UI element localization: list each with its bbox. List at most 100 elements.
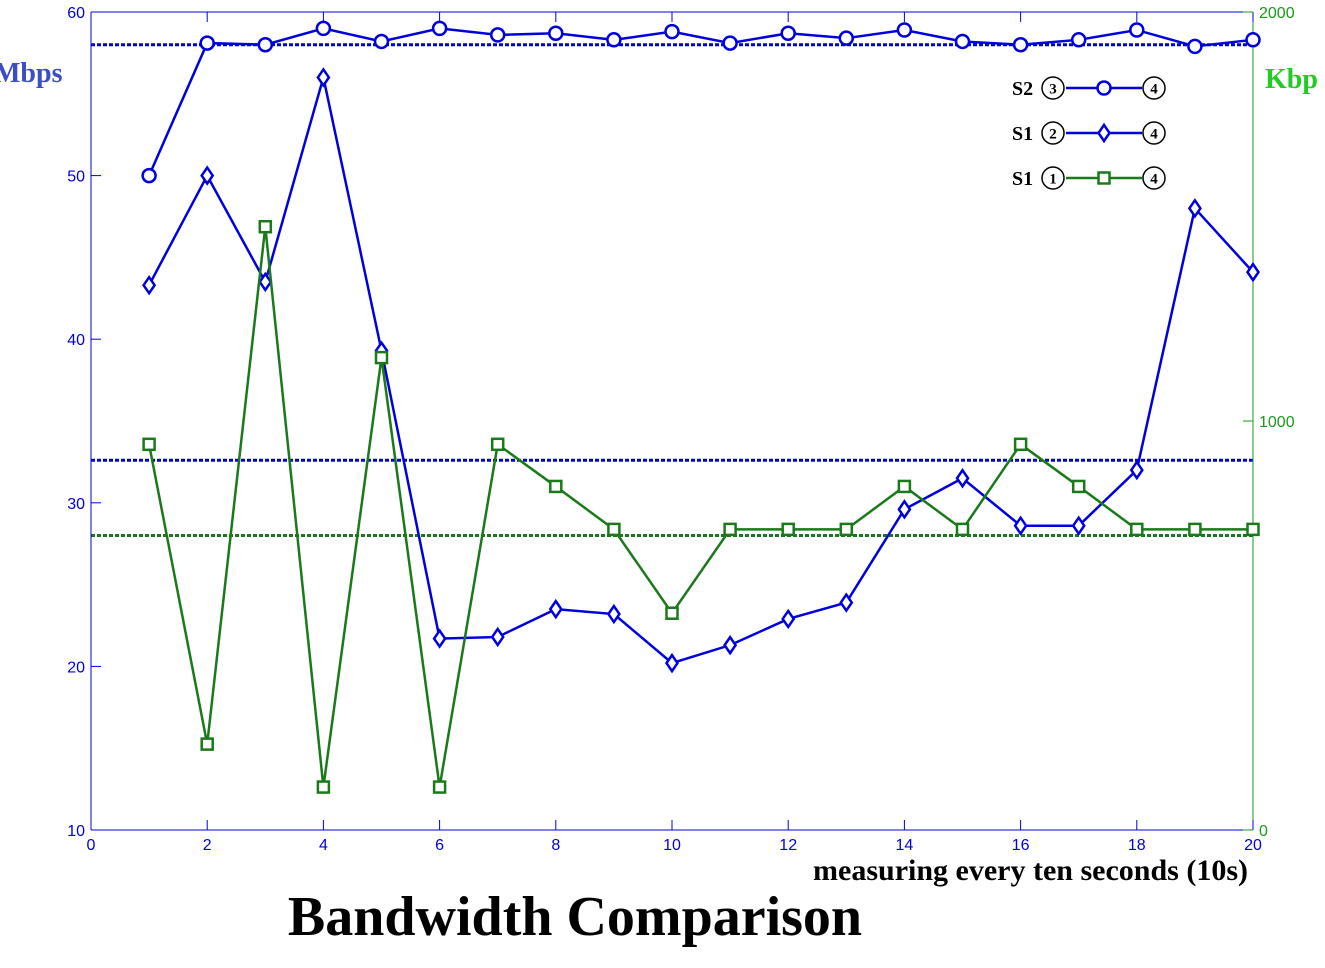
data-point xyxy=(897,479,912,494)
series-1 xyxy=(142,67,1261,674)
x-tick-label: 0 xyxy=(87,837,96,854)
data-point xyxy=(1013,437,1028,452)
data-point xyxy=(606,32,622,48)
legend-marker xyxy=(1096,122,1112,144)
data-point xyxy=(1129,459,1144,481)
data-point xyxy=(1070,32,1087,48)
legend-to-circle xyxy=(1142,76,1166,100)
data-point xyxy=(723,522,737,537)
data-point xyxy=(723,634,738,656)
data-point xyxy=(432,628,447,649)
data-point xyxy=(839,592,854,613)
series-2 xyxy=(142,219,1260,794)
data-point xyxy=(549,479,563,494)
data-point xyxy=(142,437,156,452)
data-point xyxy=(665,606,679,620)
legend-from-number: 2 xyxy=(1049,127,1057,143)
data-point xyxy=(897,499,912,520)
data-point xyxy=(954,33,971,50)
left-axis-label: Mbps xyxy=(0,58,63,89)
legend-from-circle xyxy=(1041,121,1065,145)
legend-to-number: 4 xyxy=(1150,127,1158,143)
data-point xyxy=(781,608,796,630)
data-point xyxy=(489,27,506,43)
data-point xyxy=(199,35,215,51)
x-tick-label: 2 xyxy=(203,837,212,854)
x-tick-label: 16 xyxy=(1012,837,1030,854)
x-tick-label: 10 xyxy=(663,837,681,854)
left-y-tick-label: 40 xyxy=(67,332,85,349)
reference-lines xyxy=(91,43,1253,538)
legend-prefix: S1 xyxy=(1012,168,1033,190)
right-y-tick-label: 0 xyxy=(1259,823,1268,840)
x-tick-label: 18 xyxy=(1128,837,1146,854)
data-point xyxy=(373,33,390,50)
data-point xyxy=(722,35,738,51)
data-point xyxy=(607,522,621,537)
data-point xyxy=(431,20,448,37)
data-point xyxy=(1071,515,1086,536)
data-point xyxy=(258,219,273,234)
legend-marker xyxy=(1096,80,1112,96)
data-point xyxy=(490,437,505,452)
data-point xyxy=(955,468,970,489)
data-point xyxy=(606,603,621,625)
right-y-tick-label: 2000 xyxy=(1259,5,1295,22)
data-point xyxy=(141,167,157,184)
legend-from-circle xyxy=(1041,166,1065,190)
legend-prefix: S2 xyxy=(1012,78,1033,100)
data-point xyxy=(374,350,389,365)
data-point xyxy=(548,25,564,42)
x-tick-label: 12 xyxy=(779,837,797,854)
right-y-tick-label: 1000 xyxy=(1259,414,1295,431)
chart-title: Bandwidth Comparison xyxy=(288,886,862,948)
data-point xyxy=(432,780,447,794)
data-point xyxy=(896,22,913,38)
data-point xyxy=(490,626,505,648)
series-line xyxy=(147,27,1254,177)
data-point xyxy=(142,275,157,296)
x-tick-label: 20 xyxy=(1244,837,1262,854)
legend-prefix: S1 xyxy=(1012,123,1033,145)
left-y-tick-label: 30 xyxy=(67,496,85,513)
data-point xyxy=(780,25,796,42)
data-point xyxy=(1188,522,1202,537)
data-point xyxy=(955,522,970,537)
data-point xyxy=(1013,515,1028,536)
x-tick-label: 4 xyxy=(319,837,328,854)
data-point xyxy=(1130,522,1144,537)
legend-entry: S1 2 4 xyxy=(1012,121,1166,145)
data-point xyxy=(257,36,274,53)
legend-from-number: 3 xyxy=(1049,82,1057,98)
legend: S2 3 4 S1 2 4 S1 1 4 xyxy=(1012,76,1166,190)
legend-entry: S1 1 4 xyxy=(1012,166,1166,190)
right-axis-label: Kbp xyxy=(1265,64,1318,95)
data-point xyxy=(1246,522,1260,537)
x-tick-label: 14 xyxy=(896,837,914,854)
data-point xyxy=(839,522,854,537)
data-point xyxy=(548,598,563,620)
legend-to-circle xyxy=(1142,121,1166,145)
data-point xyxy=(781,522,795,537)
data-point xyxy=(316,780,331,794)
left-y-tick-label: 60 xyxy=(67,5,85,22)
legend-to-circle xyxy=(1142,166,1166,190)
left-y-tick-label: 20 xyxy=(67,659,85,676)
data-point xyxy=(1071,479,1086,494)
data-point xyxy=(1187,198,1202,219)
data-point xyxy=(838,30,855,46)
x-tick-label: 6 xyxy=(435,837,444,854)
series-line xyxy=(147,77,1254,665)
data-point xyxy=(664,652,680,674)
data-point xyxy=(258,271,273,293)
left-y-tick-label: 10 xyxy=(67,823,85,840)
legend-from-circle xyxy=(1041,76,1065,100)
legend-entry: S2 3 4 xyxy=(1012,76,1166,100)
data-point xyxy=(315,20,332,37)
data-point xyxy=(1187,38,1203,55)
x-tick-label: 8 xyxy=(551,837,560,854)
x-axis-label: measuring every ten seconds (10s) xyxy=(813,854,1248,887)
legend-from-number: 1 xyxy=(1049,172,1057,188)
data-point xyxy=(1129,22,1145,38)
left-y-tick-label: 50 xyxy=(67,169,85,186)
